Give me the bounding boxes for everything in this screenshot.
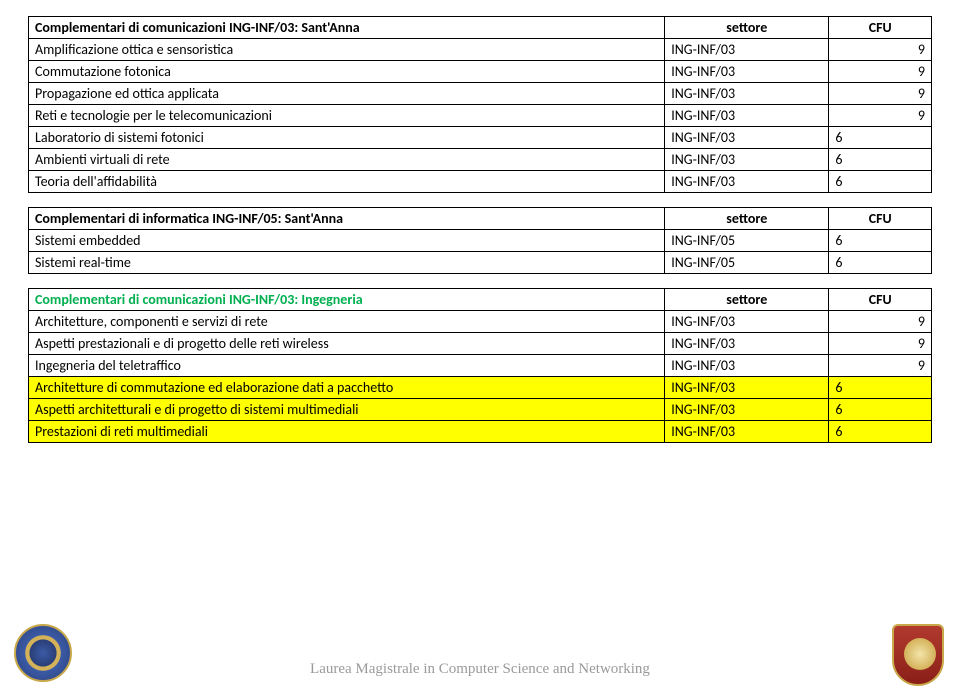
- course-cfu: 9: [829, 105, 932, 127]
- header-cfu: CFU: [829, 208, 932, 230]
- course-settore: ING-INF/03: [665, 311, 829, 333]
- course-name: Amplificazione ottica e sensoristica: [29, 39, 665, 61]
- course-name: Ambienti virtuali di rete: [29, 149, 665, 171]
- course-settore: ING-INF/03: [665, 355, 829, 377]
- course-settore: ING-INF/03: [665, 377, 829, 399]
- course-name: Laboratorio di sistemi fotonici: [29, 127, 665, 149]
- course-name: Teoria dell'affidabilità: [29, 171, 665, 193]
- table-complementari-informatica-santanna: Complementari di informatica ING-INF/05:…: [28, 207, 932, 274]
- course-cfu: 6: [829, 149, 932, 171]
- course-settore: ING-INF/03: [665, 149, 829, 171]
- course-name: Propagazione ed ottica applicata: [29, 83, 665, 105]
- table-row: Amplificazione ottica e sensoristicaING-…: [29, 39, 932, 61]
- course-name: Aspetti prestazionali e di progetto dell…: [29, 333, 665, 355]
- table-header-row: Complementari di comunicazioni ING-INF/0…: [29, 17, 932, 39]
- course-name: Commutazione fotonica: [29, 61, 665, 83]
- course-settore: ING-INF/03: [665, 105, 829, 127]
- table-row: Ingegneria del teletrafficoING-INF/039: [29, 355, 932, 377]
- table-row: Laboratorio di sistemi fotoniciING-INF/0…: [29, 127, 932, 149]
- header-cfu: CFU: [829, 17, 932, 39]
- course-name: Aspetti architetturali e di progetto di …: [29, 399, 665, 421]
- course-name: Reti e tecnologie per le telecomunicazio…: [29, 105, 665, 127]
- table-header-row: Complementari di comunicazioni ING-INF/0…: [29, 289, 932, 311]
- course-settore: ING-INF/03: [665, 127, 829, 149]
- header-title: Complementari di comunicazioni ING-INF/0…: [29, 289, 665, 311]
- table-row: Aspetti architetturali e di progetto di …: [29, 399, 932, 421]
- course-name: Sistemi real-time: [29, 252, 665, 274]
- course-cfu: 9: [829, 83, 932, 105]
- header-title: Complementari di comunicazioni ING-INF/0…: [29, 17, 665, 39]
- table-complementari-comunicazioni-santanna: Complementari di comunicazioni ING-INF/0…: [28, 16, 932, 193]
- course-cfu: 6: [829, 399, 932, 421]
- footer-text: Laurea Magistrale in Computer Science an…: [0, 661, 960, 678]
- course-cfu: 6: [829, 377, 932, 399]
- course-cfu: 9: [829, 333, 932, 355]
- course-settore: ING-INF/03: [665, 61, 829, 83]
- course-name: Architetture di commutazione ed elaboraz…: [29, 377, 665, 399]
- course-cfu: 9: [829, 61, 932, 83]
- table-row: Architetture di commutazione ed elaboraz…: [29, 377, 932, 399]
- table-header-row: Complementari di informatica ING-INF/05:…: [29, 208, 932, 230]
- table-row: Ambienti virtuali di reteING-INF/036: [29, 149, 932, 171]
- header-settore: settore: [665, 289, 829, 311]
- header-cfu: CFU: [829, 289, 932, 311]
- table-row: Reti e tecnologie per le telecomunicazio…: [29, 105, 932, 127]
- table-row: Aspetti prestazionali e di progetto dell…: [29, 333, 932, 355]
- table-complementari-comunicazioni-ingegneria: Complementari di comunicazioni ING-INF/0…: [28, 288, 932, 443]
- table-row: Sistemi real-timeING-INF/056: [29, 252, 932, 274]
- table-row: Sistemi embeddedING-INF/056: [29, 230, 932, 252]
- course-settore: ING-INF/03: [665, 171, 829, 193]
- course-settore: ING-INF/05: [665, 252, 829, 274]
- course-name: Sistemi embedded: [29, 230, 665, 252]
- course-settore: ING-INF/03: [665, 421, 829, 443]
- header-settore: settore: [665, 17, 829, 39]
- table-row: Propagazione ed ottica applicataING-INF/…: [29, 83, 932, 105]
- course-cfu: 6: [829, 252, 932, 274]
- course-settore: ING-INF/03: [665, 39, 829, 61]
- course-cfu: 9: [829, 39, 932, 61]
- course-name: Ingegneria del teletraffico: [29, 355, 665, 377]
- course-cfu: 9: [829, 311, 932, 333]
- course-settore: ING-INF/03: [665, 333, 829, 355]
- course-name: Architetture, componenti e servizi di re…: [29, 311, 665, 333]
- course-name: Prestazioni di reti multimediali: [29, 421, 665, 443]
- header-settore: settore: [665, 208, 829, 230]
- course-cfu: 6: [829, 421, 932, 443]
- course-cfu: 6: [829, 171, 932, 193]
- course-settore: ING-INF/05: [665, 230, 829, 252]
- table-row: Commutazione fotonicaING-INF/039: [29, 61, 932, 83]
- header-title: Complementari di informatica ING-INF/05:…: [29, 208, 665, 230]
- course-settore: ING-INF/03: [665, 399, 829, 421]
- table-row: Teoria dell'affidabilitàING-INF/036: [29, 171, 932, 193]
- course-cfu: 6: [829, 127, 932, 149]
- table-row: Architetture, componenti e servizi di re…: [29, 311, 932, 333]
- table-row: Prestazioni di reti multimedialiING-INF/…: [29, 421, 932, 443]
- course-cfu: 9: [829, 355, 932, 377]
- course-cfu: 6: [829, 230, 932, 252]
- course-settore: ING-INF/03: [665, 83, 829, 105]
